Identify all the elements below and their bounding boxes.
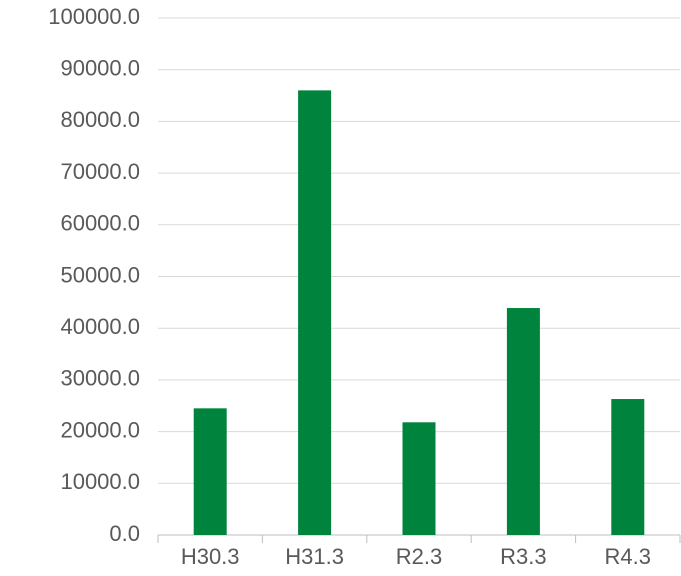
x-tick-label: H31.3 <box>285 544 344 569</box>
bar <box>193 408 227 535</box>
x-tick-label: H30.3 <box>181 544 240 569</box>
bar <box>506 308 540 535</box>
y-tick-label: 70000.0 <box>60 159 140 184</box>
y-tick-label: 100000.0 <box>48 4 140 29</box>
x-tick-label: R4.3 <box>605 544 651 569</box>
y-tick-label: 50000.0 <box>60 262 140 287</box>
bar <box>611 399 645 535</box>
bar <box>298 90 332 535</box>
y-tick-label: 80000.0 <box>60 107 140 132</box>
y-tick-label: 60000.0 <box>60 211 140 236</box>
y-tick-label: 10000.0 <box>60 469 140 494</box>
y-tick-label: 20000.0 <box>60 417 140 442</box>
bar <box>402 422 436 535</box>
y-tick-label: 90000.0 <box>60 56 140 81</box>
y-tick-label: 30000.0 <box>60 366 140 391</box>
y-tick-label: 40000.0 <box>60 314 140 339</box>
x-tick-label: R2.3 <box>396 544 442 569</box>
y-tick-label: 0.0 <box>109 521 140 546</box>
x-tick-label: R3.3 <box>500 544 546 569</box>
